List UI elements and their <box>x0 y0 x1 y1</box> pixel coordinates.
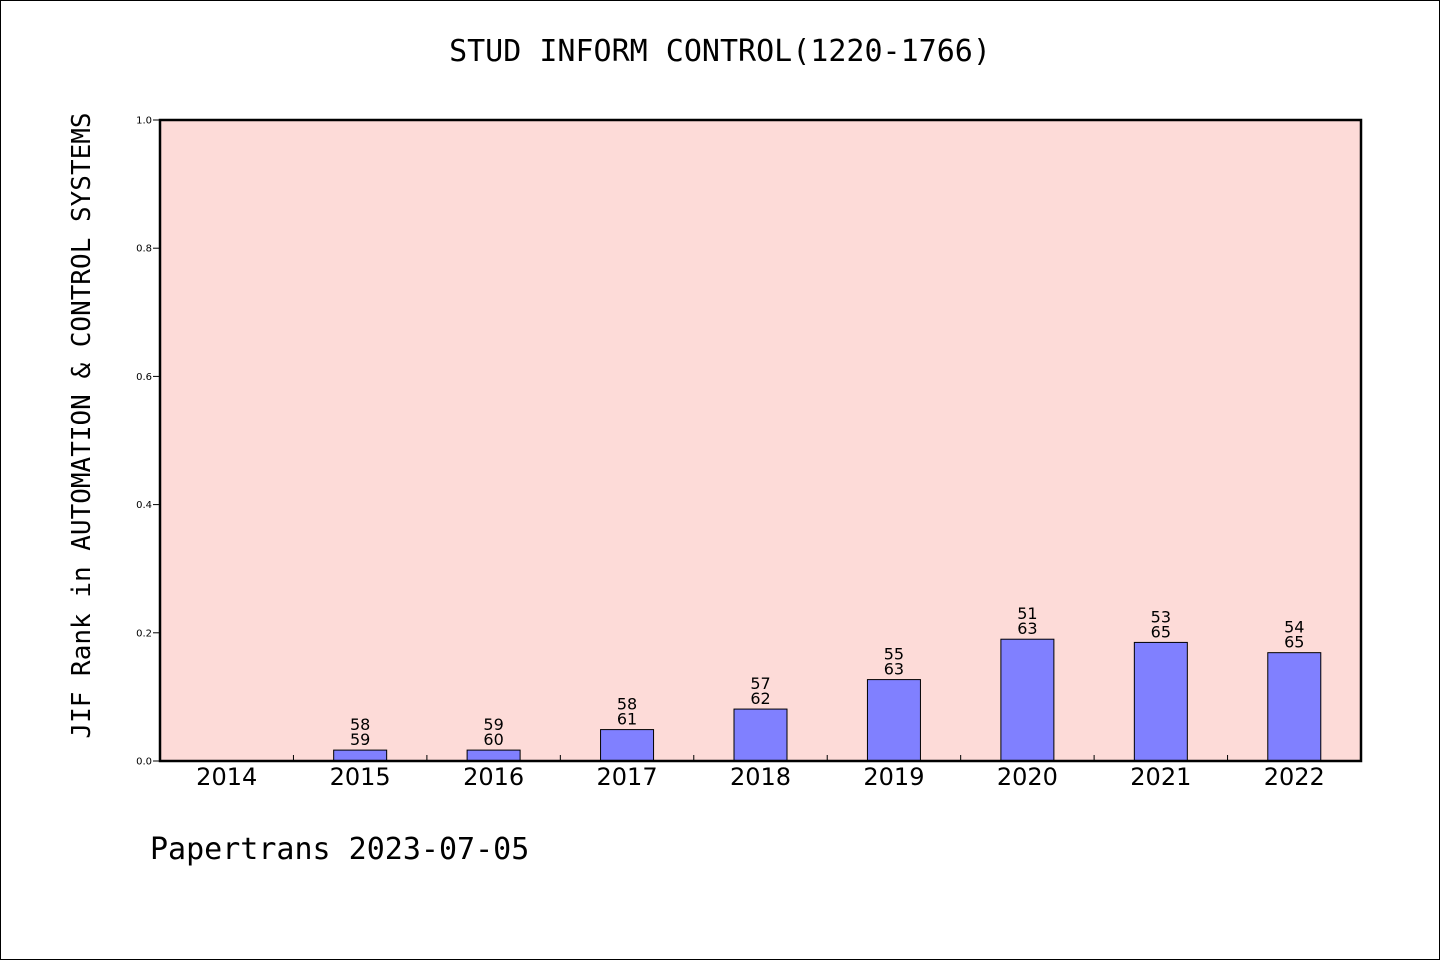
bar-total-label: 65 <box>1284 633 1304 652</box>
y-tick-label: 0.6 <box>136 372 152 383</box>
bar-2021 <box>1133 641 1188 762</box>
bar-total-label: 65 <box>1151 622 1171 641</box>
bar-total-label: 60 <box>483 730 503 749</box>
x-tick-label: 2022 <box>1264 763 1325 791</box>
bar-total-label: 63 <box>1017 619 1037 638</box>
x-tick-label: 2016 <box>463 763 524 791</box>
x-tick-label: 2020 <box>997 763 1058 791</box>
y-tick-label: 0.2 <box>136 628 152 639</box>
plot-border <box>158 118 1363 763</box>
bar-2015 <box>333 749 388 762</box>
y-axis-label: JIF Rank in AUTOMATION & CONTROL SYSTEMS <box>67 112 97 738</box>
bar-2016 <box>466 749 521 762</box>
y-tick-label: 0.0 <box>136 757 152 768</box>
bar-rank-label: 58 <box>350 715 370 734</box>
bar-2018 <box>733 708 788 762</box>
x-tick-label: 2017 <box>597 763 658 791</box>
bar-total-label: 61 <box>617 710 637 729</box>
x-tick-label: 2015 <box>330 763 391 791</box>
bar-rank-label: 55 <box>884 645 904 664</box>
bar-rank-label: 59 <box>483 715 503 734</box>
bar-rank-label: 53 <box>1151 607 1171 626</box>
bar-total-label: 59 <box>350 730 370 749</box>
bar-2019 <box>866 679 921 762</box>
bar-rank-label: 57 <box>750 674 770 693</box>
bar-rank-label: 54 <box>1284 618 1304 637</box>
x-tick-label: 2019 <box>863 763 924 791</box>
x-tick-label: 2014 <box>196 763 257 791</box>
x-tick-label: 2021 <box>1130 763 1191 791</box>
bar-2022 <box>1267 652 1322 762</box>
bar-rank-label: 58 <box>617 695 637 714</box>
footer-text: Papertrans 2023-07-05 <box>150 832 530 867</box>
bar-2017 <box>600 729 655 762</box>
bar-total-label: 62 <box>750 689 770 708</box>
y-tick-label: 1.0 <box>136 116 152 127</box>
y-tick-label: 0.4 <box>136 500 152 511</box>
bar-2020 <box>1000 638 1055 762</box>
y-tick-label: 0.8 <box>136 244 152 255</box>
x-tick-label: 2018 <box>730 763 791 791</box>
bar-rank-label: 51 <box>1017 604 1037 623</box>
chart-title: STUD INFORM CONTROL(1220-1766) <box>449 34 991 69</box>
bar-total-label: 63 <box>884 660 904 679</box>
